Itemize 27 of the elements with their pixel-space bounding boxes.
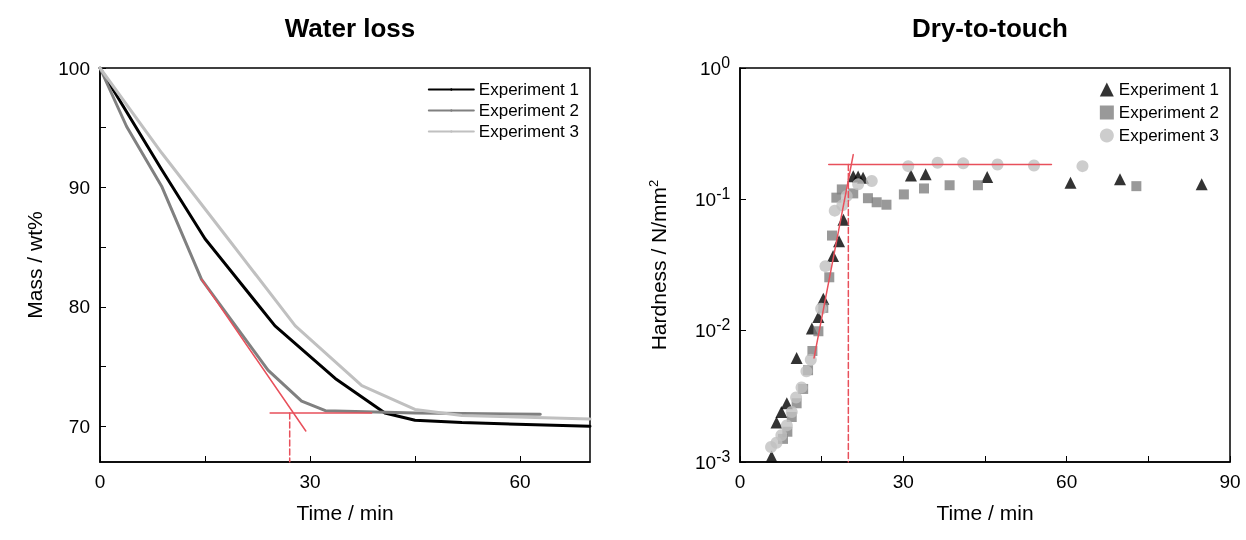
- legend-label: Experiment 2: [1118, 103, 1220, 122]
- x-tick-label: 0: [734, 471, 746, 492]
- x-axis-title: Time / min: [296, 501, 394, 524]
- y-tick-label: 10$^{0}$: [700, 53, 730, 79]
- x-tick-label: 30: [299, 471, 321, 492]
- y-tick-label: 10$^{-2}$: [695, 316, 731, 342]
- legend-label: Experiment 2: [478, 101, 580, 120]
- y-tick-label: 70: [68, 415, 90, 437]
- x-axis-title: Time / min: [936, 501, 1034, 524]
- legend-label: Experiment 3: [1118, 126, 1220, 145]
- chart-title: Dry-to-touch: [912, 13, 1068, 43]
- y-tick-label: 10$^{-1}$: [695, 184, 731, 211]
- legend-label: Experiment 1: [478, 80, 580, 99]
- x-tick-label: 30: [892, 471, 914, 492]
- y-tick-label: 80: [68, 296, 90, 318]
- y-axis-title: Mass / wt%: [23, 211, 46, 319]
- x-tick-label: 60: [1056, 471, 1078, 492]
- y-tick-label: 100: [58, 57, 90, 79]
- x-tick-label: 0: [94, 471, 106, 492]
- chart-title: Water loss: [284, 13, 416, 43]
- x-tick-label: 60: [509, 471, 531, 492]
- y-tick-label: 10$^{-3}$: [695, 447, 731, 473]
- x-tick-label: 90: [1219, 471, 1241, 492]
- legend-label: Experiment 3: [478, 122, 580, 141]
- legend-label: Experiment 1: [1118, 80, 1220, 99]
- y-axis-title: Hardness / N/mm2: [646, 179, 670, 351]
- y-tick-label: 90: [68, 176, 90, 198]
